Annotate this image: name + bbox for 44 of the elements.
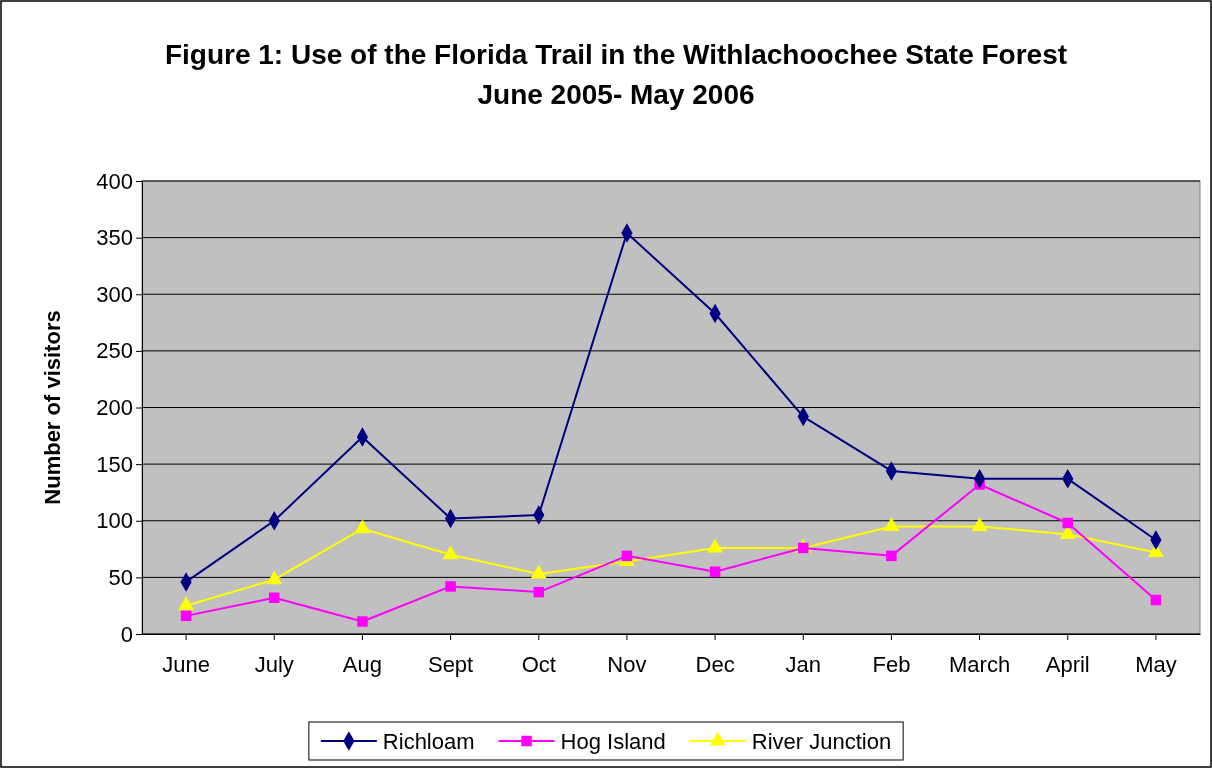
point — [180, 610, 192, 622]
y-tick-label: 350 — [96, 225, 133, 251]
point — [266, 570, 283, 585]
chart-title: Figure 1: Use of the Florida Trail in the Withlachoochee State Forest June 2005- May 2006 — [164, 39, 1068, 110]
point — [445, 581, 456, 592]
point — [883, 517, 900, 532]
point — [178, 596, 195, 611]
x-tick-label: July — [254, 651, 294, 677]
y-tick-label: 400 — [96, 168, 133, 194]
y-tick-label: 100 — [96, 508, 133, 534]
x-tick-label: Oct — [521, 651, 556, 677]
point — [1150, 594, 1162, 606]
y-tick-label: 300 — [96, 281, 133, 307]
point — [971, 517, 988, 532]
point — [886, 550, 897, 562]
x-tick-label: April — [1045, 651, 1090, 677]
y-axis-title: Number of visitors — [40, 310, 65, 505]
y-tick-label: 50 — [108, 564, 133, 590]
legend-label: Richloam — [382, 729, 475, 754]
point — [269, 592, 280, 603]
y-tick-label: 250 — [96, 338, 133, 364]
point — [533, 586, 544, 598]
x-tick-label: Feb — [872, 651, 911, 677]
x-tick-label: Dec — [695, 651, 735, 677]
x-tick-label: Sept — [427, 651, 474, 677]
x-tick-label: Aug — [342, 651, 382, 677]
point — [357, 616, 368, 627]
x-tick-label: Jan — [785, 651, 821, 677]
point — [354, 519, 371, 534]
point — [1062, 517, 1073, 529]
point — [709, 566, 721, 577]
point — [442, 545, 459, 560]
y-tick-label: 200 — [96, 395, 133, 421]
x-tick-label: Nov — [607, 651, 647, 677]
legend-label: River Junction — [751, 729, 892, 754]
point — [707, 538, 724, 553]
x-tick-label: March — [949, 651, 1011, 677]
x-tick-label: June — [162, 651, 210, 677]
y-tick-label: 0 — [120, 621, 133, 647]
legend-label: Hog Island — [560, 729, 666, 754]
point — [530, 564, 547, 579]
point — [621, 550, 633, 562]
y-tick-label: 150 — [96, 451, 133, 477]
x-tick-label: May — [1135, 651, 1177, 677]
